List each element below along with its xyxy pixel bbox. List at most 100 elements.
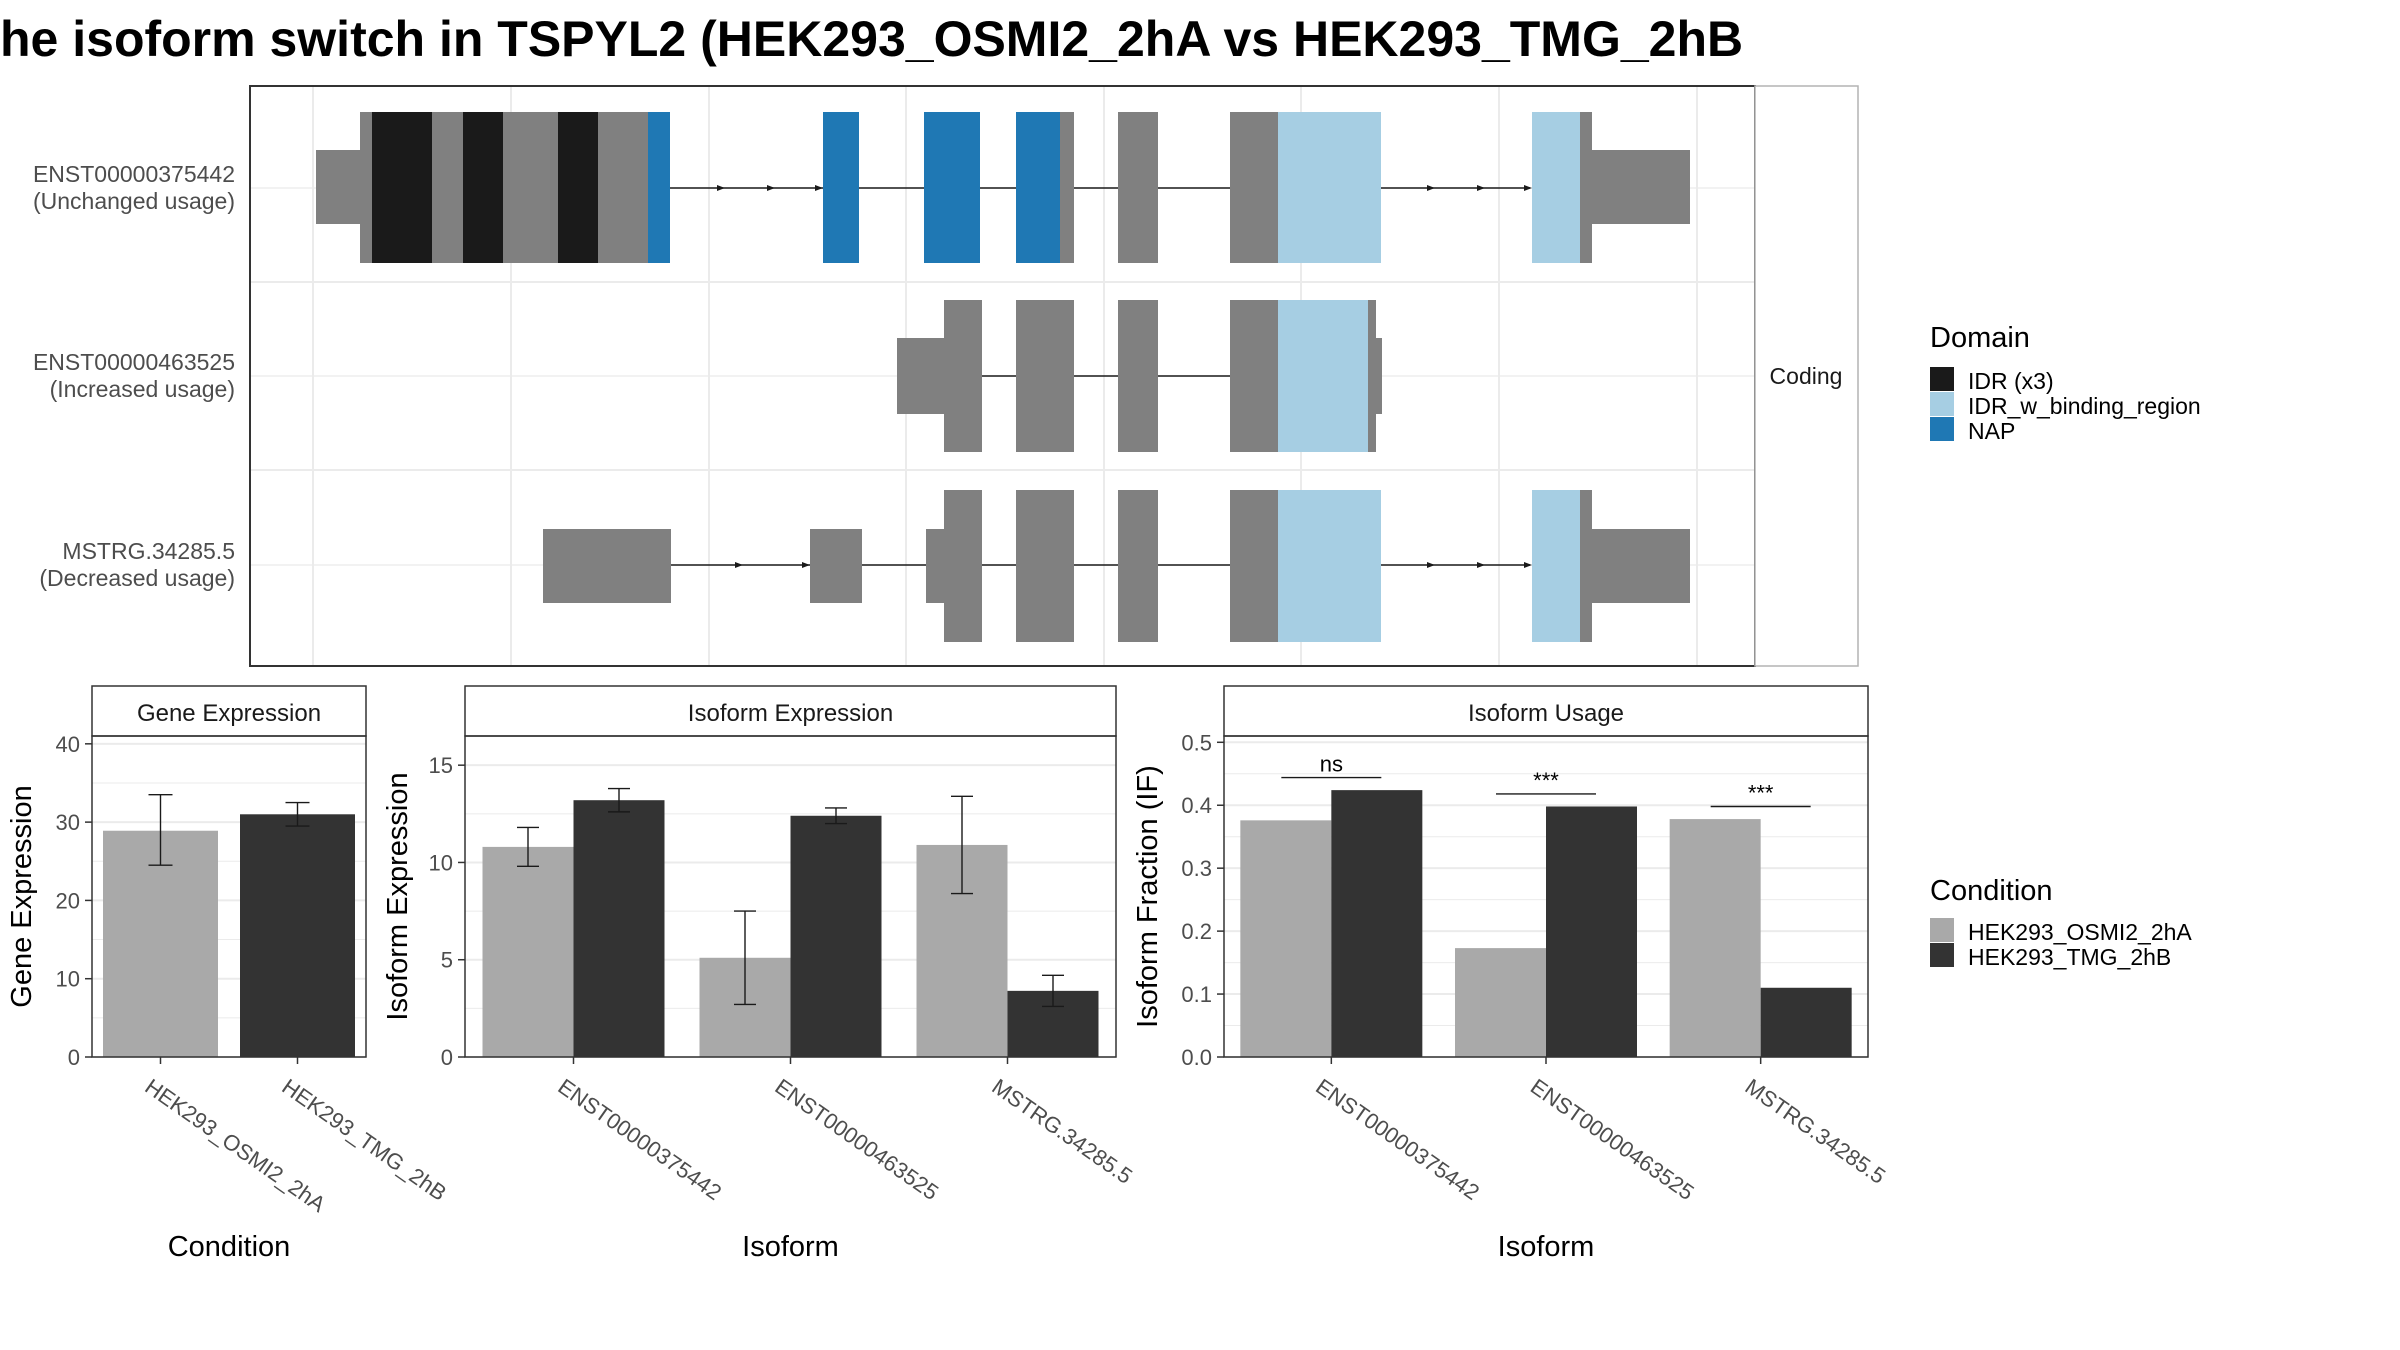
arrow-icon	[1477, 185, 1485, 191]
x-axis-title: Isoform	[742, 1231, 839, 1263]
coding-strip	[1754, 85, 1859, 667]
y-tick-label: 20	[56, 888, 80, 913]
panel-isoform-usage: Isoform Usage ns *** *** 0.0 0.1 0.2 0.3 0.4 0.5 E…	[1132, 685, 1891, 1263]
x-tick-label: ENST00000463525	[1526, 1074, 1699, 1205]
exon	[944, 490, 982, 642]
bar-chart-panels: Gene Expression010203040HEK293_OSMI2_2hA…	[6, 685, 1891, 1263]
y-tick-label: 40	[56, 732, 80, 757]
idr-domain	[372, 112, 432, 263]
panel-strip	[1223, 685, 1869, 737]
x-axis-title: Isoform	[1498, 1231, 1595, 1263]
domain-legend-title: Domain	[1930, 322, 2030, 354]
isoform-label-usage: (Decreased usage)	[39, 565, 235, 591]
x-tick-label: MSTRG.34285.5	[1741, 1074, 1891, 1189]
exon	[944, 300, 982, 452]
utr-segment	[926, 529, 948, 603]
idr-w-binding-region-domain	[1278, 112, 1381, 263]
legend-label-idr-w-binding-region: IDR_w_binding_region	[1968, 393, 2201, 419]
y-tick-label: 15	[429, 753, 453, 778]
isoform-structure-panel: ENST00000375442 (Unchanged usage) ENST00…	[33, 85, 1859, 667]
y-tick-label: 0.4	[1181, 793, 1212, 818]
arrow-icon	[802, 562, 810, 568]
bar	[573, 800, 665, 1057]
y-tick-label: 0.2	[1181, 919, 1212, 944]
y-tick-label: 0.3	[1181, 856, 1212, 881]
utr-segment	[543, 529, 671, 603]
coding-strip-label: Coding	[1770, 363, 1843, 389]
legend-label-nap: NAP	[1968, 418, 2015, 444]
y-tick-label: 5	[441, 948, 453, 973]
bar	[1240, 820, 1332, 1057]
legend-label-condition-a: HEK293_OSMI2_2hA	[1968, 919, 2192, 945]
exon	[1230, 300, 1282, 452]
legend-swatch-condition-b	[1930, 943, 1954, 967]
utr-segment	[1590, 529, 1690, 603]
y-tick-label: 0.0	[1181, 1045, 1212, 1070]
legend-label-idr: IDR (x3)	[1968, 368, 2054, 394]
isoform-label-usage: (Unchanged usage)	[33, 188, 235, 214]
condition-legend: Condition HEK293_OSMI2_2hA HEK293_TMG_2h…	[1930, 875, 2192, 970]
idr-w-binding-region-domain	[1278, 490, 1381, 642]
nap-domain	[823, 112, 859, 263]
legend-swatch-condition-a	[1930, 918, 1954, 942]
domain-legend: Domain IDR (x3) IDR_w_binding_region NAP	[1930, 322, 2201, 444]
bar	[1760, 987, 1852, 1057]
arrow-icon	[735, 562, 743, 568]
y-tick-label: 30	[56, 810, 80, 835]
condition-legend-title: Condition	[1930, 875, 2053, 907]
significance-label: ***	[1533, 768, 1559, 793]
idr-w-binding-region-domain	[1532, 112, 1580, 263]
panel-strip-title: Isoform Usage	[1468, 700, 1624, 727]
bar	[1455, 948, 1546, 1057]
idr-w-binding-region-domain	[1532, 490, 1580, 642]
utr-segment	[897, 338, 947, 414]
nap-domain	[648, 112, 670, 263]
y-tick-label: 10	[56, 967, 80, 992]
arrow-icon	[1524, 185, 1532, 191]
arrow-icon	[1427, 562, 1435, 568]
arrow-icon	[1477, 562, 1485, 568]
legend-label-condition-b: HEK293_TMG_2hB	[1968, 944, 2171, 970]
panel-isoform-expression: Isoform Expression 0 5 10 15 ENST00000375442 E…	[382, 685, 1137, 1263]
legend-swatch-idr	[1930, 367, 1954, 391]
exon	[1118, 490, 1158, 642]
y-tick-label: 0	[441, 1045, 453, 1070]
y-axis-title: Isoform Expression	[382, 772, 414, 1020]
x-tick-label: ENST00000375442	[553, 1074, 726, 1205]
arrow-icon	[717, 185, 725, 191]
exon	[1016, 490, 1074, 642]
isoform-track-ENST00000463525	[897, 300, 1382, 452]
exon	[1230, 112, 1282, 263]
bar	[1669, 819, 1761, 1057]
utr-segment	[316, 150, 366, 224]
bar	[790, 815, 882, 1057]
idr-domain	[558, 112, 598, 263]
panel-strip-title: Gene Expression	[137, 700, 321, 727]
utr-segment	[1590, 150, 1690, 224]
isoform-label-id: ENST00000375442	[33, 161, 235, 187]
bar	[482, 846, 574, 1057]
legend-swatch-idr-w-binding-region	[1930, 392, 1954, 416]
y-tick-label: 0.5	[1181, 730, 1212, 755]
arrow-icon	[1524, 562, 1532, 568]
panel-strip	[91, 685, 367, 737]
panel-strip	[464, 685, 1117, 737]
isoform-label-usage: (Increased usage)	[50, 376, 235, 402]
figure-title: he isoform switch in TSPYL2 (HEK293_OSMI…	[0, 11, 1743, 67]
exon	[1230, 490, 1282, 642]
arrow-icon	[767, 185, 775, 191]
bar	[1331, 790, 1423, 1057]
nap-domain	[1016, 112, 1060, 263]
significance-label: ns	[1320, 752, 1343, 777]
bar	[240, 814, 355, 1057]
y-tick-label: 0.1	[1181, 982, 1212, 1007]
exon	[1016, 300, 1074, 452]
arrow-icon	[1427, 185, 1435, 191]
exon	[1368, 300, 1376, 452]
exon	[1118, 112, 1158, 263]
x-axis-title: Condition	[168, 1231, 291, 1263]
legend-swatch-nap	[1930, 417, 1954, 441]
y-axis-title: Gene Expression	[6, 785, 38, 1007]
isoform-label-id: MSTRG.34285.5	[62, 538, 235, 564]
